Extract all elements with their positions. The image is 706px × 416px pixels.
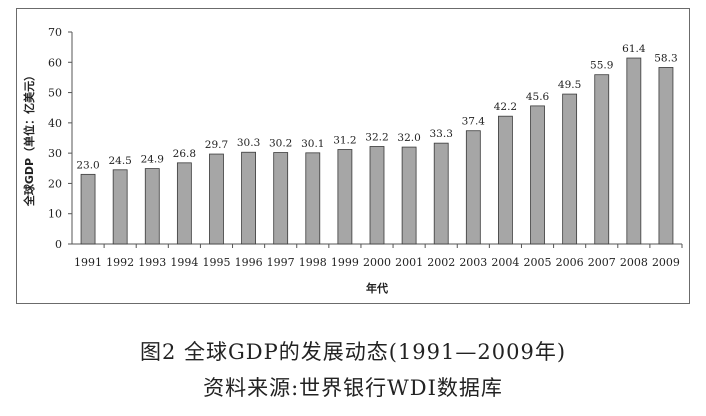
data-label-1997: 30.2 — [269, 138, 292, 150]
y-tick-label: 0 — [55, 238, 62, 251]
data-label-1999: 31.2 — [333, 135, 356, 147]
x-tick-label-1998: 1998 — [299, 256, 327, 269]
source-note: 资料来源:世界银行WDI数据库 — [203, 376, 503, 400]
figure-caption: 图2 全球GDP的发展动态(1991—2009年) — [139, 340, 567, 364]
bar-1994 — [176, 162, 192, 245]
bar-2005 — [530, 105, 545, 245]
data-label-1992: 24.5 — [108, 155, 131, 167]
x-tick-label-1993: 1993 — [138, 256, 166, 269]
x-tick-label-2006: 2006 — [556, 256, 584, 269]
x-tick-label-2008: 2008 — [620, 256, 648, 269]
y-tick-label: 50 — [48, 87, 62, 100]
gdp-bar-chart: 0 10 20 30 40 50 60 70 23.0 24.5 24.9 26.8 29.7 30.3… — [22, 26, 683, 295]
x-tick-label-2003: 2003 — [459, 256, 487, 269]
chart-frame — [16, 8, 690, 304]
bar-2007 — [594, 74, 610, 245]
x-tick-label-2005: 2005 — [524, 256, 552, 269]
data-label-1994: 26.8 — [173, 148, 196, 160]
data-label-1993: 24.9 — [141, 154, 164, 166]
bar-1995 — [209, 153, 224, 245]
y-tick-label: 40 — [48, 117, 62, 130]
bar-1996 — [241, 151, 256, 245]
bar-1997 — [273, 152, 289, 245]
data-label-2007: 55.9 — [590, 60, 613, 72]
bar-2000 — [369, 146, 385, 245]
data-label-2001: 32.0 — [397, 132, 420, 144]
bar-2004 — [498, 115, 513, 245]
x-tick-label-1999: 1999 — [331, 256, 359, 269]
x-tick-label-1997: 1997 — [267, 256, 295, 269]
bar-1998 — [305, 152, 321, 245]
bar-2001 — [401, 146, 417, 245]
x-tick-label-2004: 2004 — [491, 256, 519, 269]
data-label-2000: 32.2 — [365, 131, 388, 143]
data-label-2002: 33.3 — [430, 128, 453, 140]
data-label-1998: 30.1 — [301, 138, 324, 150]
bar-2008 — [626, 57, 642, 245]
data-label-2003: 37.4 — [462, 116, 486, 128]
x-tick-label-1994: 1994 — [170, 256, 198, 269]
data-label-1996: 30.3 — [237, 137, 260, 149]
y-axis-label: 全球GDP（单位：亿美元） — [22, 70, 36, 207]
data-label-1991: 23.0 — [76, 159, 99, 171]
y-tick-label: 30 — [48, 147, 62, 160]
data-label-2004: 42.2 — [494, 101, 517, 113]
data-label-2008: 61.4 — [622, 43, 646, 55]
x-tick-label-1995: 1995 — [202, 256, 230, 269]
y-tick-label: 70 — [48, 26, 62, 39]
data-label-2006: 49.5 — [558, 79, 581, 91]
bar-1991 — [80, 173, 96, 245]
data-label-2005: 45.6 — [526, 91, 550, 103]
x-axis-label: 年代 — [366, 281, 388, 295]
y-tick-label: 20 — [48, 177, 62, 190]
y-tick-label: 10 — [48, 208, 62, 221]
bar-1999 — [337, 149, 353, 245]
x-tick-label-1992: 1992 — [106, 256, 134, 269]
bar-2003 — [465, 130, 481, 245]
y-tick-label: 60 — [48, 56, 62, 69]
bar-2009 — [658, 67, 674, 245]
x-tick-label-2000: 2000 — [363, 256, 391, 269]
bar-1992 — [112, 169, 128, 245]
x-tick-label-2002: 2002 — [427, 256, 455, 269]
bar-1993 — [144, 168, 160, 245]
x-tick-label-1996: 1996 — [235, 256, 263, 269]
x-tick-label-2001: 2001 — [395, 256, 423, 269]
data-label-1995: 29.7 — [205, 139, 228, 151]
x-tick-label-2007: 2007 — [588, 256, 616, 269]
bar-2002 — [433, 142, 449, 245]
bar-2006 — [562, 93, 578, 245]
data-label-2009: 58.3 — [654, 52, 677, 64]
x-tick-label-1991: 1991 — [74, 256, 102, 269]
x-tick-label-2009: 2009 — [652, 256, 680, 269]
